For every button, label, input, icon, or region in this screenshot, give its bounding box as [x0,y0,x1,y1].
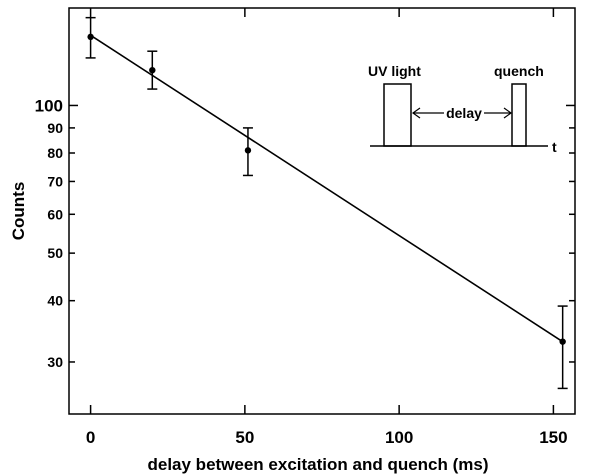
point-marker [149,66,156,74]
inset-arrowhead-left [411,107,421,119]
y-tick-label: 70 [47,173,63,189]
y-tick-label: 90 [47,120,63,136]
y-tick-label: 30 [47,354,63,370]
x-axis-label: delay between excitation and quench (ms) [147,455,488,474]
inset-arrowhead-right [503,107,513,119]
fit-line [90,34,564,343]
axis-ticks [69,8,575,414]
data-points [85,16,568,390]
y-tick-label: 50 [47,245,63,261]
point-marker [559,338,566,345]
inset-uv-label: UV light [368,63,421,79]
y-tick-label: 60 [47,206,63,222]
y-tick-label: 40 [47,293,63,309]
inset-uv-pulse [383,83,412,147]
point-marker [87,33,94,41]
y-axis-label: Counts [9,182,28,241]
inset-delay-label: delay [446,105,482,121]
y-tick-label: 100 [35,96,63,115]
data-point-2 [242,127,253,177]
timing-inset: UV light quench delay t [368,63,557,155]
y-tick-label: 80 [47,145,63,161]
x-tick-label: 0 [86,428,95,447]
inset-quench-label: quench [494,63,544,79]
x-tick-label: 50 [235,428,254,447]
x-tick-label: 150 [539,428,567,447]
data-point-1 [147,50,158,90]
data-point-0 [85,16,96,59]
x-tick-label: 100 [385,428,413,447]
plot-frame [68,7,576,415]
inset-quench-pulse [511,83,527,147]
axis-tick-labels: 0 50 100 150 30 40 50 60 70 80 90 100 [35,96,568,447]
point-marker [244,147,252,154]
inset-time-label: t [552,139,557,155]
data-point-3 [557,305,568,390]
